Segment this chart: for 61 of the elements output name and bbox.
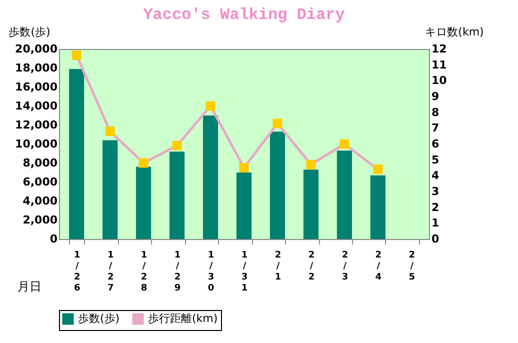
point: [172, 140, 182, 150]
bar: [170, 152, 185, 239]
x-tick-label: 2/5: [408, 250, 416, 282]
x-tick-label: 1/29: [174, 250, 181, 294]
bar: [236, 172, 252, 239]
chart-title: Yacco's Walking Diary: [143, 6, 346, 24]
x-tick-label: 1/28: [140, 250, 148, 294]
y-tick-label: 16,000: [15, 80, 58, 94]
y2-tick-label: 1: [432, 216, 440, 230]
y-axis-title: 歩数(歩): [8, 26, 50, 38]
bar: [202, 116, 218, 239]
x-tick-label: 2/3: [342, 250, 348, 282]
point: [105, 126, 115, 136]
point: [373, 164, 383, 174]
y2-tick-label: 9: [432, 90, 440, 103]
legend-label: 歩行距離(km): [148, 312, 218, 325]
y2-tick-label: 4: [432, 169, 440, 182]
y2-tick-label: 2: [432, 200, 440, 214]
point: [340, 139, 350, 149]
y-tick-label: 10,000: [15, 138, 58, 150]
bar: [270, 132, 286, 239]
x-tick-label: 2/4: [375, 250, 382, 282]
y-tick-label: 2,000: [22, 214, 58, 226]
point: [72, 50, 82, 60]
bar: [336, 150, 352, 239]
x-tick-label: 1/26: [74, 250, 80, 294]
legend-label: 歩数(歩): [78, 312, 120, 325]
y-tick-label: 6,000: [22, 176, 58, 188]
bar: [303, 170, 318, 239]
y-tick-label: 8,000: [22, 156, 58, 170]
bar: [69, 68, 84, 239]
y2-tick-label: 10: [432, 74, 448, 88]
x-tick-label: 1/27: [107, 250, 114, 294]
point: [272, 118, 282, 128]
y2-tick-label: 3: [432, 185, 440, 198]
y2-tick-label: 6: [432, 138, 440, 150]
bar: [136, 166, 152, 239]
point: [206, 101, 216, 111]
bar: [370, 175, 386, 239]
y-tick-label: 18,000: [15, 62, 58, 74]
point: [306, 160, 316, 170]
y-tick-label: 20,000: [15, 42, 58, 56]
y2-tick-label: 12: [432, 42, 447, 56]
y2-tick-label: 5: [432, 153, 440, 166]
x-tick-label: 1/30: [208, 250, 214, 294]
bar: [102, 140, 118, 239]
y-tick-label: 12,000: [15, 118, 58, 132]
x-tick-label: 1/31: [241, 250, 248, 294]
y2-tick-label: 7: [432, 122, 440, 135]
y2-tick-label: 11: [432, 58, 447, 72]
y2-axis-title: キロ数(km): [425, 26, 484, 38]
point: [239, 163, 249, 172]
y2-tick-label: 0: [432, 232, 440, 246]
x-tick-label: 2/1: [274, 250, 282, 282]
y-tick-label: 4,000: [22, 194, 58, 208]
x-tick-label: 2/2: [308, 250, 315, 282]
y2-tick-label: 8: [432, 106, 440, 119]
y-tick-label: 0: [50, 232, 58, 246]
x-axis-title: 月日: [18, 280, 42, 294]
y-tick-label: 14,000: [15, 100, 58, 112]
point: [138, 158, 148, 168]
